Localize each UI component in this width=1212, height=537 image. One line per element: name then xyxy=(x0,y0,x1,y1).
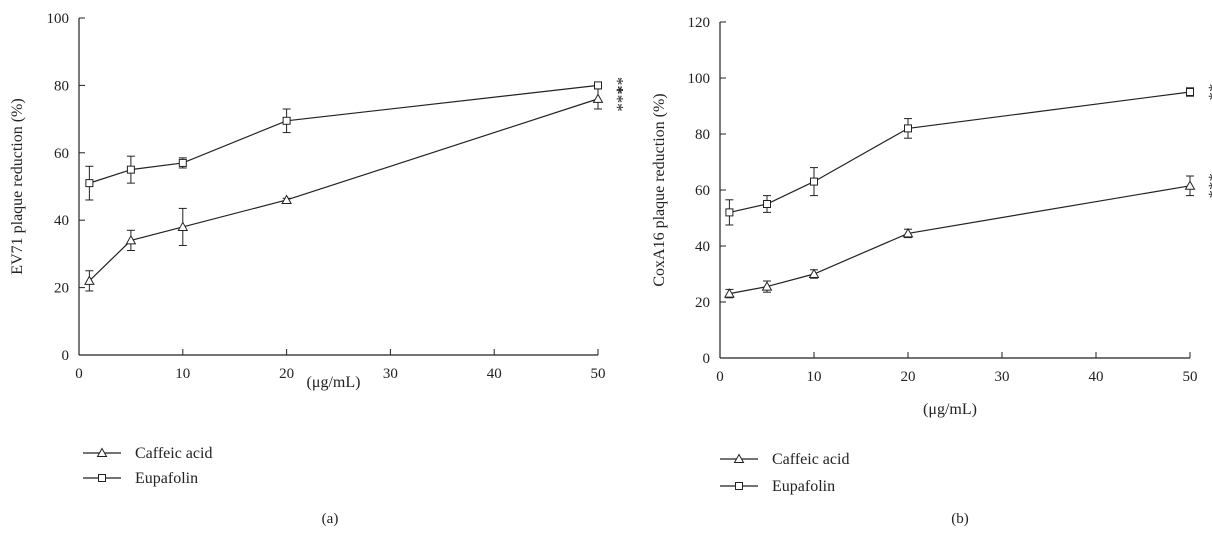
data-point xyxy=(84,275,95,285)
data-point xyxy=(592,93,604,103)
x-tick-label: 50 xyxy=(591,366,606,382)
y-tick-label: 40 xyxy=(54,213,69,229)
x-tick-label: 0 xyxy=(75,366,83,382)
x-tick-label: 20 xyxy=(901,369,916,385)
x-tick-label: 40 xyxy=(1089,369,1104,385)
legend-marker xyxy=(96,447,108,457)
y-axis-title: CoxA16 plaque reduction (%) xyxy=(651,93,668,286)
x-axis-title: (μg/mL) xyxy=(307,374,361,391)
legend-marker xyxy=(735,482,743,490)
series-line xyxy=(729,91,1191,213)
data-point xyxy=(177,221,189,231)
x-tick-label: 10 xyxy=(807,369,822,385)
series-eupafolin: ** xyxy=(85,77,627,201)
significance-label: *** xyxy=(1200,173,1212,199)
series-caffeic-acid: *** xyxy=(84,86,627,292)
series-caffeic-acid: *** xyxy=(724,173,1212,299)
chart-panel-b: 0 20 40 60 80 100 120 0 10 20 30 40 50 CoxA16 plaque … xyxy=(651,15,1212,527)
data-point xyxy=(178,158,187,167)
data-point xyxy=(594,81,602,90)
data-point xyxy=(1186,88,1194,96)
y-tick-label: 60 xyxy=(695,183,710,199)
y-tick-label: 120 xyxy=(688,15,711,31)
data-point xyxy=(902,227,914,238)
x-tick-label: 40 xyxy=(487,366,502,382)
y-tick-label: 100 xyxy=(47,11,70,27)
data-point xyxy=(125,234,137,245)
y-tick-label: 0 xyxy=(62,348,70,364)
y-tick-label: 80 xyxy=(54,78,69,94)
legend-label: Caffeic acid xyxy=(135,445,212,462)
chart-panel-a: 0 20 40 60 80 100 0 10 20 30 40 50 EV71 plaque reduc… xyxy=(9,11,627,527)
data-point xyxy=(281,194,292,204)
x-tick-label: 10 xyxy=(175,366,190,382)
y-tick-label: 100 xyxy=(688,71,711,87)
x-axis-title: (μg/mL) xyxy=(923,401,977,418)
y-tick-label: 80 xyxy=(695,127,710,143)
legend-label: Eupafolin xyxy=(772,478,835,495)
legend-marker xyxy=(98,474,106,482)
legend: Caffeic acid Eupafolin xyxy=(83,445,212,487)
x-tick-label: 0 xyxy=(716,369,724,385)
x-tick-label: 30 xyxy=(995,369,1010,385)
data-point xyxy=(810,177,818,186)
y-axis-title: EV71 plaque reduction (%) xyxy=(9,98,26,274)
data-point xyxy=(761,281,773,291)
legend-label: Caffeic acid xyxy=(772,451,849,468)
data-point xyxy=(904,124,912,133)
significance-label: *** xyxy=(608,86,627,112)
panel-label: (a) xyxy=(322,511,339,527)
data-point xyxy=(725,208,734,217)
y-tick-label: 0 xyxy=(703,351,711,367)
panel-label: (b) xyxy=(951,511,969,527)
data-point xyxy=(763,200,771,208)
data-point xyxy=(724,288,735,298)
data-point xyxy=(1184,180,1196,190)
legend-label: Eupafolin xyxy=(135,470,198,487)
x-tick-label: 20 xyxy=(279,366,294,382)
series-line xyxy=(88,98,599,282)
data-point xyxy=(808,268,820,278)
data-point xyxy=(282,116,291,125)
x-tick-label: 30 xyxy=(383,366,398,382)
significance-label: ** xyxy=(1200,84,1212,101)
series-eupafolin: ** xyxy=(725,84,1212,226)
legend-marker xyxy=(733,453,745,463)
y-tick-label: 40 xyxy=(695,239,710,255)
y-tick-label: 60 xyxy=(54,146,69,162)
significance-label: ** xyxy=(608,77,627,94)
x-tick-label: 50 xyxy=(1183,369,1198,385)
y-tick-label: 20 xyxy=(695,295,710,311)
series-line xyxy=(89,84,599,184)
series-line xyxy=(729,185,1191,295)
legend: Caffeic acid Eupafolin xyxy=(720,451,849,495)
y-tick-label: 20 xyxy=(54,281,69,297)
data-point xyxy=(85,179,94,188)
data-point xyxy=(126,165,135,174)
